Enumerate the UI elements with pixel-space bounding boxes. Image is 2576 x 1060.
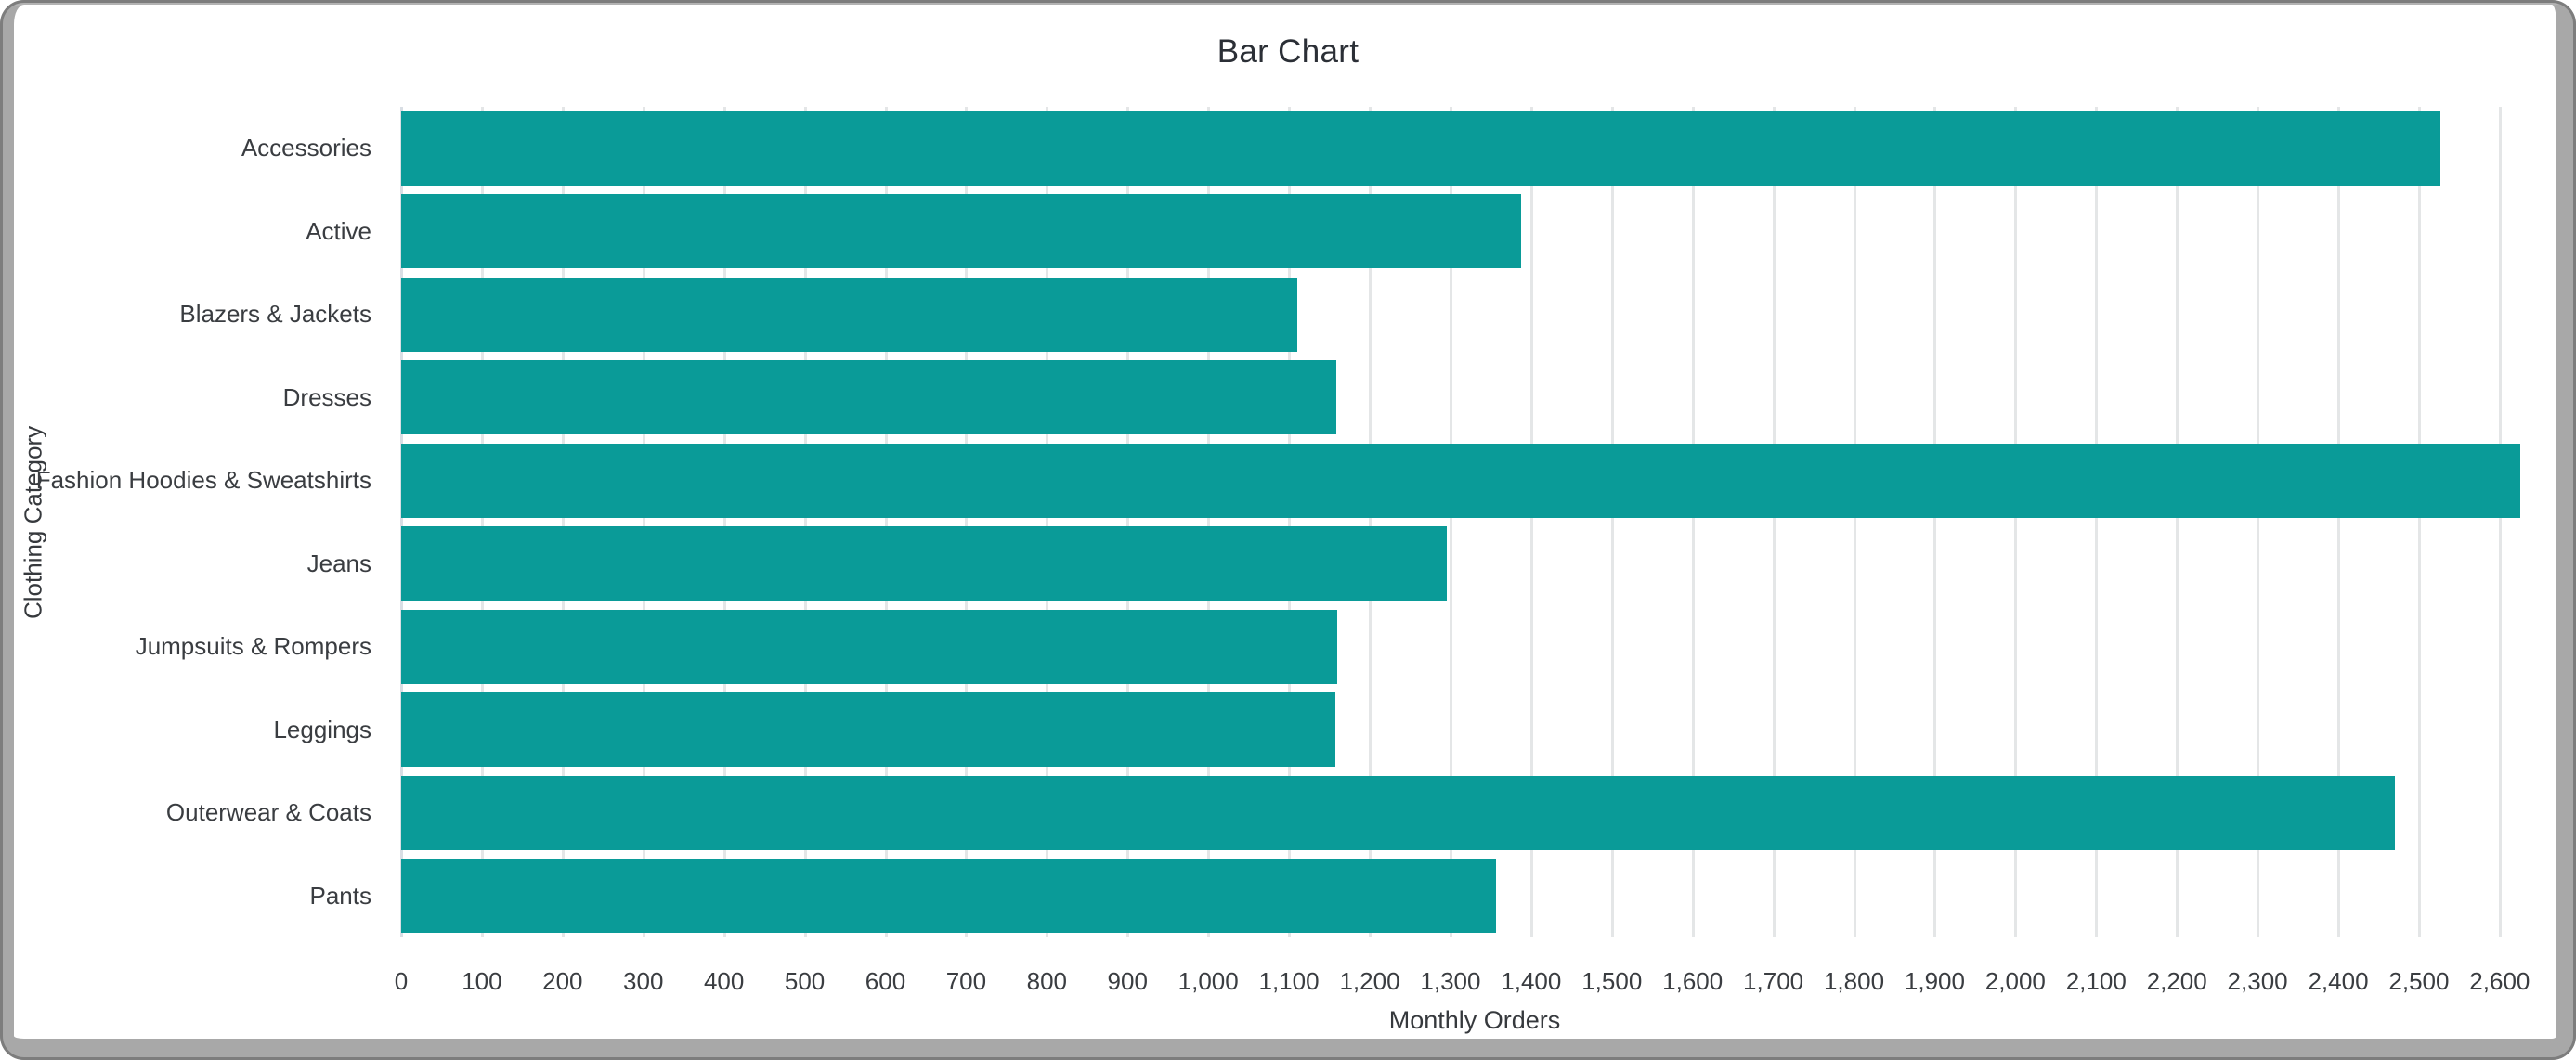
- gridline-1000: [1207, 107, 1211, 937]
- x-tick-2500: 2,500: [2388, 967, 2450, 995]
- gridline-2000: [2014, 107, 2018, 937]
- x-tick-2400: 2,400: [2308, 967, 2369, 995]
- y-tick-jumpsuits-rompers: Jumpsuits & Rompers: [135, 632, 371, 661]
- x-axis-tick-labels: 0 100 200 300 400 500 600 700 800 900 1,000 1,100 1,…: [395, 967, 2548, 1006]
- gridline-300: [642, 107, 645, 937]
- gridline-1600: [1691, 107, 1695, 937]
- x-tick-2000: 2,000: [1984, 967, 2046, 995]
- gridline-1800: [1853, 107, 1856, 937]
- plot-area: [400, 107, 2548, 937]
- y-tick-jeans: Jeans: [306, 549, 371, 577]
- gridline-2500: [2417, 107, 2421, 937]
- y-tick-leggings: Leggings: [273, 715, 371, 743]
- gridline-1200: [1369, 107, 1372, 937]
- gridline-1100: [1288, 107, 1292, 937]
- x-tick-2300: 2,300: [2227, 967, 2288, 995]
- x-tick-1300: 1,300: [1420, 967, 1481, 995]
- chart-title: Bar Chart: [1216, 33, 1360, 70]
- x-tick-1200: 1,200: [1339, 967, 1400, 995]
- x-tick-900: 900: [1107, 967, 1148, 995]
- gridline-2100: [2095, 107, 2099, 937]
- bar-row-active: [401, 190, 2548, 274]
- bar-row-outerwear-coats: [401, 771, 2548, 855]
- gridline-900: [1126, 107, 1130, 937]
- bar-accessories: [401, 110, 2441, 186]
- y-tick-active: Active: [306, 216, 371, 245]
- bar-leggings: [401, 692, 1335, 768]
- gridline-1500: [1610, 107, 1614, 937]
- bar-jumpsuits-rompers: [401, 609, 1338, 684]
- gridline-1300: [1449, 107, 1452, 937]
- x-tick-800: 800: [1026, 967, 1068, 995]
- y-tick-outerwear-coats: Outerwear & Coats: [165, 798, 371, 827]
- bar-row-leggings: [401, 689, 2548, 772]
- gridline-100: [480, 107, 484, 937]
- x-tick-2200: 2,200: [2146, 967, 2207, 995]
- gridline-800: [1046, 107, 1049, 937]
- y-tick-accessories: Accessories: [241, 134, 371, 162]
- gridline-200: [561, 107, 565, 937]
- bar-row-dresses: [401, 356, 2548, 440]
- gridline-600: [884, 107, 888, 937]
- bar-active: [401, 194, 1521, 269]
- x-tick-1000: 1,000: [1177, 967, 1239, 995]
- y-tick-pants: Pants: [309, 881, 372, 910]
- gridline-2300: [2257, 107, 2260, 937]
- y-tick-fashion-hoodies-sweatshirts: Fashion Hoodies & Sweatshirts: [35, 466, 371, 495]
- gridline-0: [400, 107, 403, 937]
- x-tick-2100: 2,100: [2065, 967, 2127, 995]
- bar-row-accessories: [401, 107, 2548, 190]
- x-tick-100: 100: [462, 967, 502, 995]
- x-tick-1600: 1,600: [1662, 967, 1724, 995]
- bars-container: [401, 107, 2548, 937]
- gridline-1400: [1529, 107, 1533, 937]
- gridline-2600: [2498, 107, 2502, 937]
- bar-row-jumpsuits-rompers: [401, 605, 2548, 689]
- y-axis-tick-labels: Accessories Active Blazers & Jackets Dresse…: [0, 107, 384, 937]
- bar-row-pants: [401, 855, 2548, 938]
- x-tick-1100: 1,100: [1258, 967, 1320, 995]
- bar-outerwear-coats: [401, 775, 2395, 850]
- x-tick-600: 600: [865, 967, 906, 995]
- gridline-500: [803, 107, 807, 937]
- x-tick-1500: 1,500: [1581, 967, 1643, 995]
- x-tick-1900: 1,900: [1904, 967, 1965, 995]
- gridline-700: [965, 107, 969, 937]
- x-tick-1800: 1,800: [1823, 967, 1885, 995]
- x-tick-300: 300: [623, 967, 664, 995]
- gridline-2400: [2337, 107, 2340, 937]
- x-tick-200: 200: [542, 967, 583, 995]
- bar-row-fashion-hoodies-sweatshirts: [401, 439, 2548, 523]
- bar-pants: [401, 859, 1496, 934]
- y-tick-dresses: Dresses: [282, 382, 371, 411]
- bar-jeans: [401, 526, 1448, 601]
- x-tick-500: 500: [784, 967, 826, 995]
- gridline-2200: [2176, 107, 2179, 937]
- bar-row-blazers-jackets: [401, 273, 2548, 356]
- bar-fashion-hoodies-sweatshirts: [401, 443, 2521, 518]
- x-tick-2600: 2,600: [2469, 967, 2530, 995]
- bar-row-jeans: [401, 523, 2548, 606]
- x-tick-1400: 1,400: [1501, 967, 1562, 995]
- x-tick-400: 400: [703, 967, 745, 995]
- x-tick-0: 0: [394, 967, 409, 995]
- bar-blazers-jackets: [401, 277, 1297, 352]
- y-tick-blazers-jackets: Blazers & Jackets: [179, 300, 371, 329]
- gridline-400: [722, 107, 726, 937]
- bar-dresses: [401, 360, 1337, 435]
- x-axis-title: Monthly Orders: [1388, 1006, 1561, 1034]
- x-tick-1700: 1,700: [1743, 967, 1804, 995]
- gridline-1900: [1933, 107, 1937, 937]
- gridline-1700: [1772, 107, 1776, 937]
- x-tick-700: 700: [945, 967, 987, 995]
